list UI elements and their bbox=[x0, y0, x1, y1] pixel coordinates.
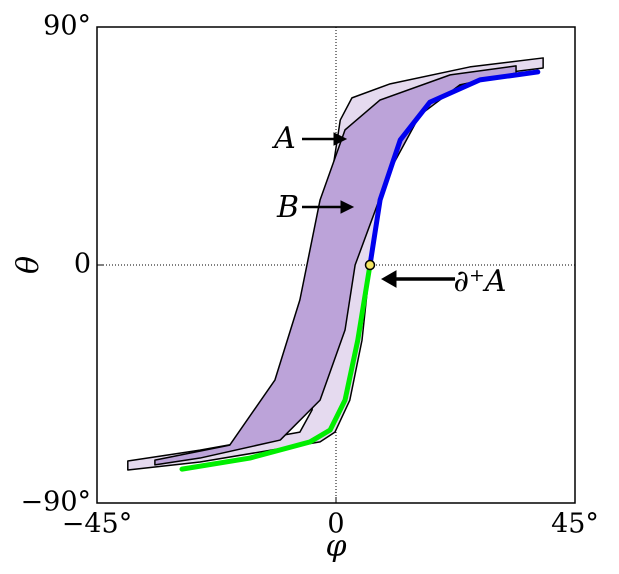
curve bbox=[367, 69, 541, 268]
curve bbox=[179, 262, 373, 472]
region bbox=[154, 65, 517, 466]
annotation: ∂⁺A bbox=[453, 264, 506, 299]
x-tick-label: 45° bbox=[551, 509, 599, 540]
arrows bbox=[302, 132, 455, 288]
y-tick-label: 90° bbox=[43, 11, 91, 42]
y-tick-label: 0 bbox=[74, 249, 91, 280]
annotation: B bbox=[276, 190, 299, 225]
y-axis-label: θ bbox=[11, 256, 46, 274]
x-tick-label: −45° bbox=[62, 509, 132, 540]
y-tick-label: −90° bbox=[21, 487, 91, 518]
point bbox=[364, 259, 376, 271]
x-tick-label: 0 bbox=[327, 509, 344, 540]
annotation: A bbox=[271, 121, 296, 156]
x-axis-label: φ bbox=[325, 529, 346, 564]
